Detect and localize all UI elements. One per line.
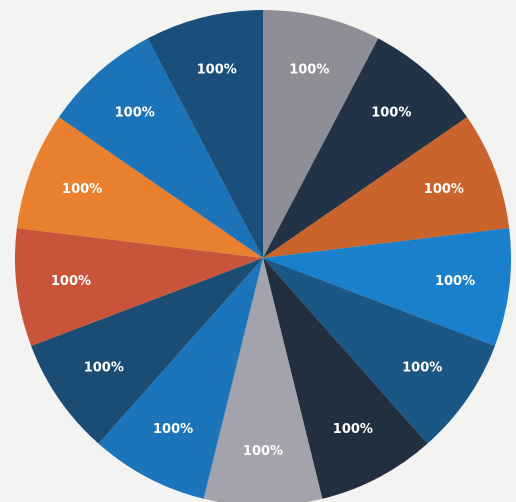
pie-slice-6 — [263, 258, 428, 499]
pie-slice-label-4: 100% — [435, 274, 475, 289]
pie-slice-12 — [58, 38, 264, 258]
pie-slice-4 — [263, 228, 511, 346]
pie-slice-8 — [98, 258, 263, 499]
pie-slice-label-9: 100% — [84, 360, 124, 375]
pie-slice-1 — [263, 10, 379, 258]
pie-slice-label-6: 100% — [333, 422, 373, 437]
pie-slice-10 — [15, 228, 264, 346]
pie-slice-label-2: 100% — [371, 106, 411, 121]
pie-slice-label-12: 100% — [115, 106, 155, 121]
pie-slice-7 — [203, 258, 323, 502]
pie-slice-9 — [31, 258, 264, 444]
pie-slice-13 — [147, 10, 263, 258]
pie-slice-label-5: 100% — [402, 360, 442, 375]
pie-slice-label-3: 100% — [424, 182, 464, 197]
pie-slice-label-13: 100% — [197, 63, 237, 78]
pie-slice-label-8: 100% — [153, 422, 193, 437]
pie-slice-11 — [16, 117, 264, 259]
pie-slices — [15, 10, 511, 502]
pie-slice-3 — [263, 117, 510, 259]
pie-slice-label-10: 100% — [51, 274, 91, 289]
pie-slice-2 — [263, 38, 468, 258]
pie-slice-label-1: 100% — [289, 63, 329, 78]
pie-slice-label-11: 100% — [62, 182, 102, 197]
pie-slice-label-7: 100% — [243, 444, 283, 459]
pie-slice-5 — [263, 258, 495, 444]
pie-labels: 100% 100% 100% 100% 100% 100% 100% 100% 100% 100%… — [51, 63, 475, 459]
